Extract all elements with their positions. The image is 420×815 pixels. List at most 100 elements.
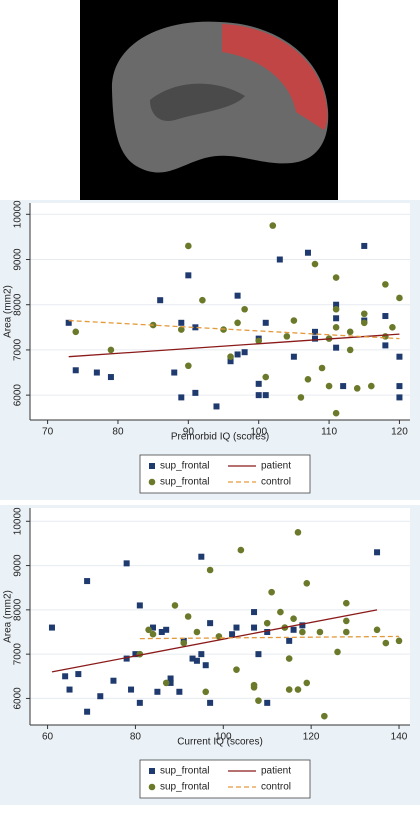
point [206,566,214,574]
y-tick-label: 8000 [13,598,24,621]
point [255,651,262,658]
point [353,385,361,392]
point [213,403,220,410]
point [157,297,164,304]
point [84,578,91,585]
point [97,693,104,700]
point [163,626,170,633]
x-tick-label: 100 [250,427,267,438]
point [332,274,340,281]
point [66,686,73,693]
y-tick-label: 9000 [13,248,24,271]
point [149,630,157,638]
fit-line [51,609,378,673]
point [136,602,143,609]
point [303,679,311,687]
point [333,315,340,322]
point [132,651,139,658]
x-axis-label: Premorbid IQ (scores) [171,432,269,443]
point [145,626,152,634]
point [276,256,283,263]
y-axis-label: Area (mm2) [3,285,14,338]
point [167,679,174,686]
point [154,688,161,695]
point [255,380,262,387]
fit-line [68,319,400,340]
y-tick-label: 7000 [13,338,24,361]
point [251,624,258,631]
point [65,319,72,326]
point [241,349,248,356]
point [334,648,341,656]
legend-marker [148,783,156,791]
point [346,346,354,354]
point [189,655,196,662]
y-tick-label: 8000 [13,293,24,316]
point [332,305,340,313]
point [177,326,185,333]
y-tick-label: 10000 [13,507,24,535]
point [233,624,240,631]
fit-line [68,333,400,358]
chart-panel: 6000 7000 8000 9000 10000 70 80 90 100 110 120 Prem… [0,200,420,500]
point [171,369,178,376]
point [75,671,82,678]
point [193,657,200,664]
point [233,666,240,673]
point [382,281,389,288]
point [396,294,403,302]
point [234,292,241,299]
point [360,319,368,327]
legend-marker [149,768,155,774]
point [198,651,205,658]
point [241,305,248,313]
x-tick-label: 70 [42,427,54,438]
point [184,613,192,620]
point [303,579,311,587]
plot-area [30,203,410,420]
point [396,353,403,360]
point [72,367,79,374]
y-tick-label: 10000 [13,200,24,228]
brain-image [80,0,338,200]
point [262,319,269,326]
legend-label: sup_frontal [160,782,209,793]
point [227,358,234,365]
x-tick-label: 100 [215,732,232,743]
point [361,242,368,249]
point [360,310,368,318]
y-tick-label: 6000 [13,687,24,710]
point [395,637,403,645]
point [234,319,241,327]
point [389,324,396,331]
point [290,626,297,633]
point [285,655,293,662]
legend-label: sup_frontal [160,461,209,472]
point [136,699,143,706]
point [297,394,305,401]
point [382,333,389,340]
point [343,617,350,625]
legend-label: sup_frontal [160,766,209,777]
point [123,655,130,662]
point [304,249,311,256]
point [304,376,312,383]
point [123,560,130,567]
point [176,688,183,695]
point [264,699,271,706]
point [107,346,115,354]
legend-marker [148,478,156,486]
point [48,624,55,631]
legend-label: control [261,477,291,488]
y-tick-label: 6000 [13,384,24,407]
point [294,686,302,693]
x-axis-label: Current IQ (scores) [177,737,263,748]
point [234,351,241,358]
point [299,622,306,629]
point [207,620,214,627]
point [171,602,179,609]
chart-panel: 6000 7000 8000 9000 10000 60 80 100 120 140 Curren… [0,505,420,805]
y-tick-label: 9000 [13,554,24,577]
